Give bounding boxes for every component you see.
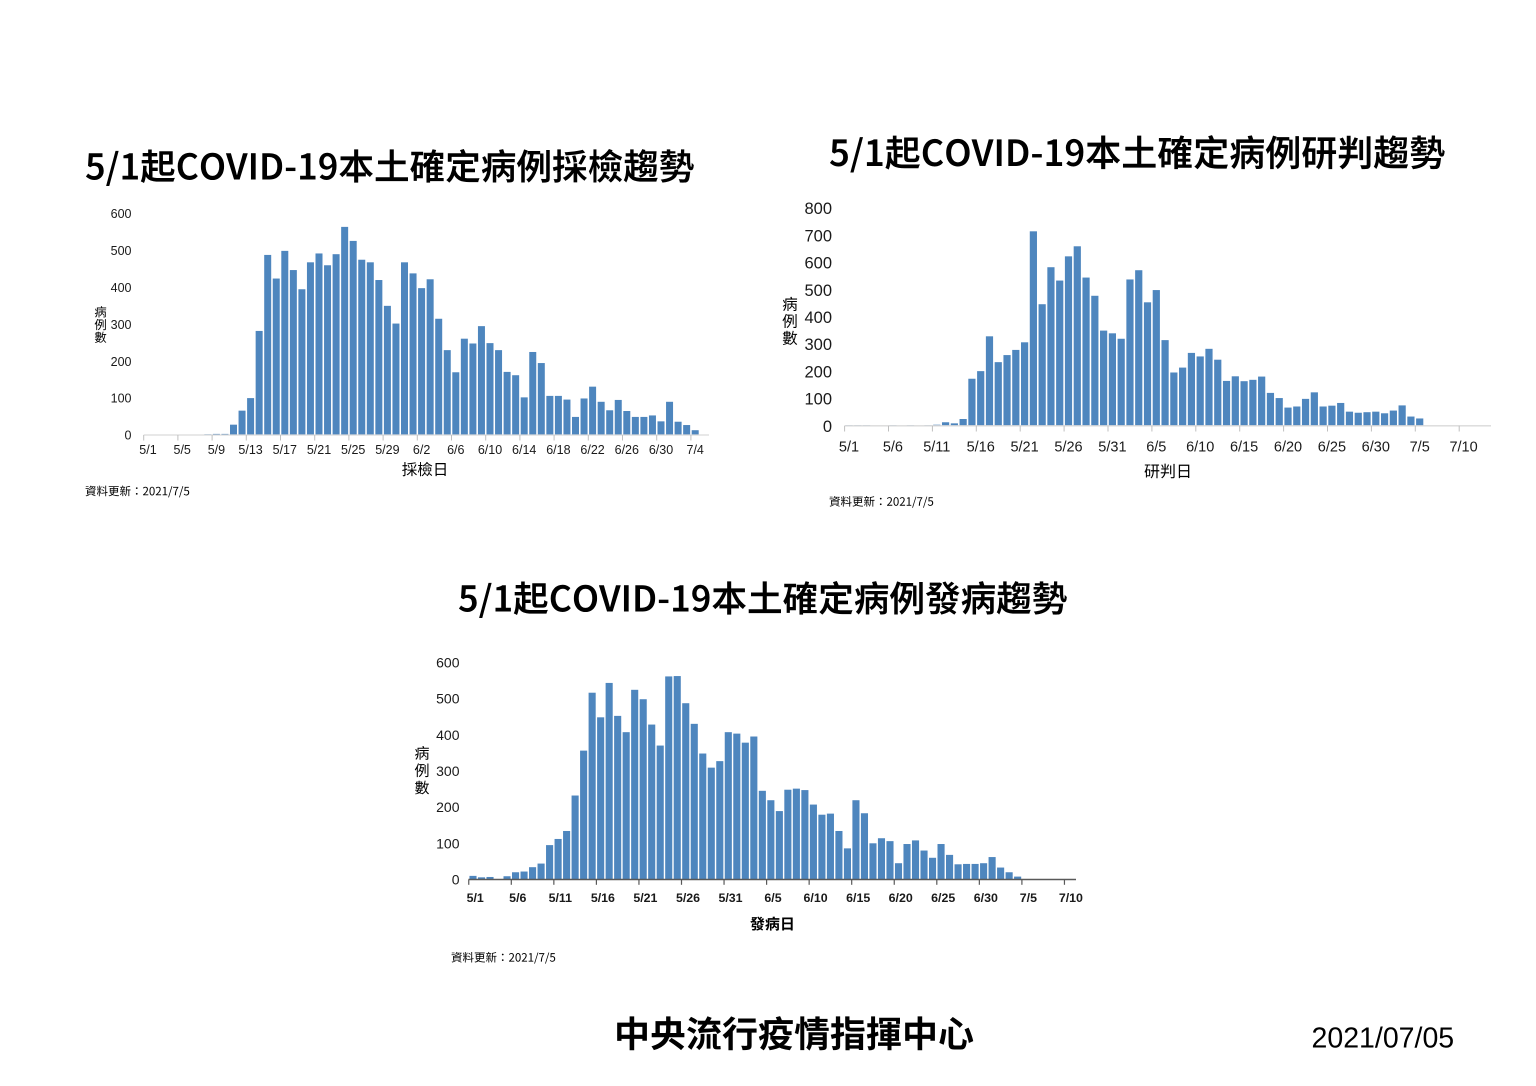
- svg-text:6/30: 6/30: [1362, 440, 1390, 456]
- svg-text:6/22: 6/22: [580, 443, 604, 457]
- svg-text:7/4: 7/4: [687, 443, 704, 457]
- svg-text:600: 600: [436, 654, 460, 670]
- svg-text:5/5: 5/5: [174, 443, 191, 457]
- svg-text:0: 0: [125, 429, 132, 443]
- svg-text:5/29: 5/29: [375, 443, 399, 457]
- svg-text:5/9: 5/9: [208, 443, 225, 457]
- svg-text:600: 600: [804, 255, 832, 273]
- svg-text:400: 400: [436, 727, 460, 743]
- svg-text:500: 500: [436, 691, 460, 707]
- svg-text:400: 400: [111, 281, 132, 295]
- svg-text:300: 300: [436, 763, 460, 779]
- svg-text:800: 800: [804, 200, 832, 218]
- svg-text:5/16: 5/16: [591, 891, 615, 905]
- svg-text:6/18: 6/18: [546, 443, 570, 457]
- svg-text:6/20: 6/20: [889, 891, 913, 905]
- svg-text:5/16: 5/16: [967, 440, 995, 456]
- svg-text:100: 100: [436, 835, 460, 851]
- svg-text:100: 100: [111, 392, 132, 406]
- svg-text:6/14: 6/14: [512, 443, 536, 457]
- svg-text:5/31: 5/31: [1098, 440, 1126, 456]
- svg-text:5/21: 5/21: [633, 891, 657, 905]
- svg-text:500: 500: [804, 282, 832, 300]
- svg-text:400: 400: [804, 309, 832, 327]
- svg-text:5/1: 5/1: [467, 891, 484, 905]
- svg-text:5/11: 5/11: [923, 440, 950, 456]
- svg-text:5/11: 5/11: [549, 891, 573, 905]
- svg-text:600: 600: [111, 207, 132, 221]
- svg-text:6/6: 6/6: [447, 443, 464, 457]
- svg-text:6/10: 6/10: [804, 891, 828, 905]
- svg-text:6/20: 6/20: [1274, 440, 1302, 456]
- svg-text:6/25: 6/25: [931, 891, 955, 905]
- svg-text:5/26: 5/26: [1054, 440, 1082, 456]
- svg-text:5/25: 5/25: [341, 443, 365, 457]
- svg-text:6/26: 6/26: [615, 443, 639, 457]
- svg-text:7/10: 7/10: [1449, 440, 1477, 456]
- svg-text:6/10: 6/10: [478, 443, 502, 457]
- svg-text:6/30: 6/30: [649, 443, 673, 457]
- svg-text:7/5: 7/5: [1410, 440, 1430, 456]
- svg-text:5/21: 5/21: [307, 443, 331, 457]
- svg-text:200: 200: [804, 363, 832, 381]
- svg-text:200: 200: [111, 355, 132, 369]
- svg-text:6/10: 6/10: [1186, 440, 1214, 456]
- svg-text:500: 500: [111, 244, 132, 258]
- svg-text:6/15: 6/15: [846, 891, 870, 905]
- svg-text:300: 300: [111, 318, 132, 332]
- svg-text:2021/07/05: 2021/07/05: [1312, 1023, 1455, 1055]
- svg-text:5/6: 5/6: [509, 891, 526, 905]
- svg-text:100: 100: [804, 391, 832, 409]
- svg-text:6/5: 6/5: [1146, 440, 1166, 456]
- svg-text:5/1: 5/1: [139, 443, 156, 457]
- svg-text:5/13: 5/13: [238, 443, 262, 457]
- svg-text:5/17: 5/17: [273, 443, 297, 457]
- svg-text:200: 200: [436, 799, 460, 815]
- svg-text:5/21: 5/21: [1010, 440, 1038, 456]
- svg-text:5/31: 5/31: [718, 891, 742, 905]
- svg-text:6/25: 6/25: [1318, 440, 1346, 456]
- svg-text:700: 700: [804, 227, 832, 245]
- svg-text:5/1: 5/1: [839, 440, 859, 456]
- svg-text:7/10: 7/10: [1059, 891, 1083, 905]
- svg-text:6/2: 6/2: [413, 443, 430, 457]
- svg-text:0: 0: [823, 418, 832, 436]
- svg-text:300: 300: [804, 336, 832, 354]
- svg-text:7/5: 7/5: [1020, 891, 1037, 905]
- svg-text:6/5: 6/5: [764, 891, 781, 905]
- svg-text:5/26: 5/26: [676, 891, 700, 905]
- svg-text:0: 0: [452, 872, 460, 888]
- svg-text:6/15: 6/15: [1230, 440, 1258, 456]
- svg-text:5/6: 5/6: [883, 440, 903, 456]
- svg-text:6/30: 6/30: [974, 891, 998, 905]
